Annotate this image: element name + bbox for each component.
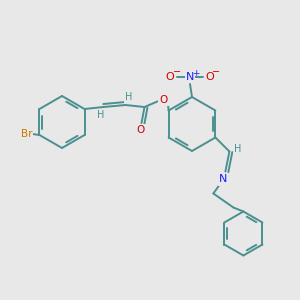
Text: N: N (219, 175, 228, 184)
Text: O: O (136, 125, 145, 135)
Text: O: O (159, 95, 168, 105)
Text: −: − (173, 67, 181, 77)
Text: −: − (212, 67, 220, 77)
Text: O: O (206, 72, 214, 82)
Text: +: + (192, 68, 200, 77)
Text: Br: Br (21, 129, 32, 139)
Text: N: N (186, 72, 194, 82)
Text: O: O (166, 72, 174, 82)
Text: H: H (97, 110, 104, 120)
Text: H: H (234, 145, 241, 154)
Text: H: H (125, 92, 132, 102)
